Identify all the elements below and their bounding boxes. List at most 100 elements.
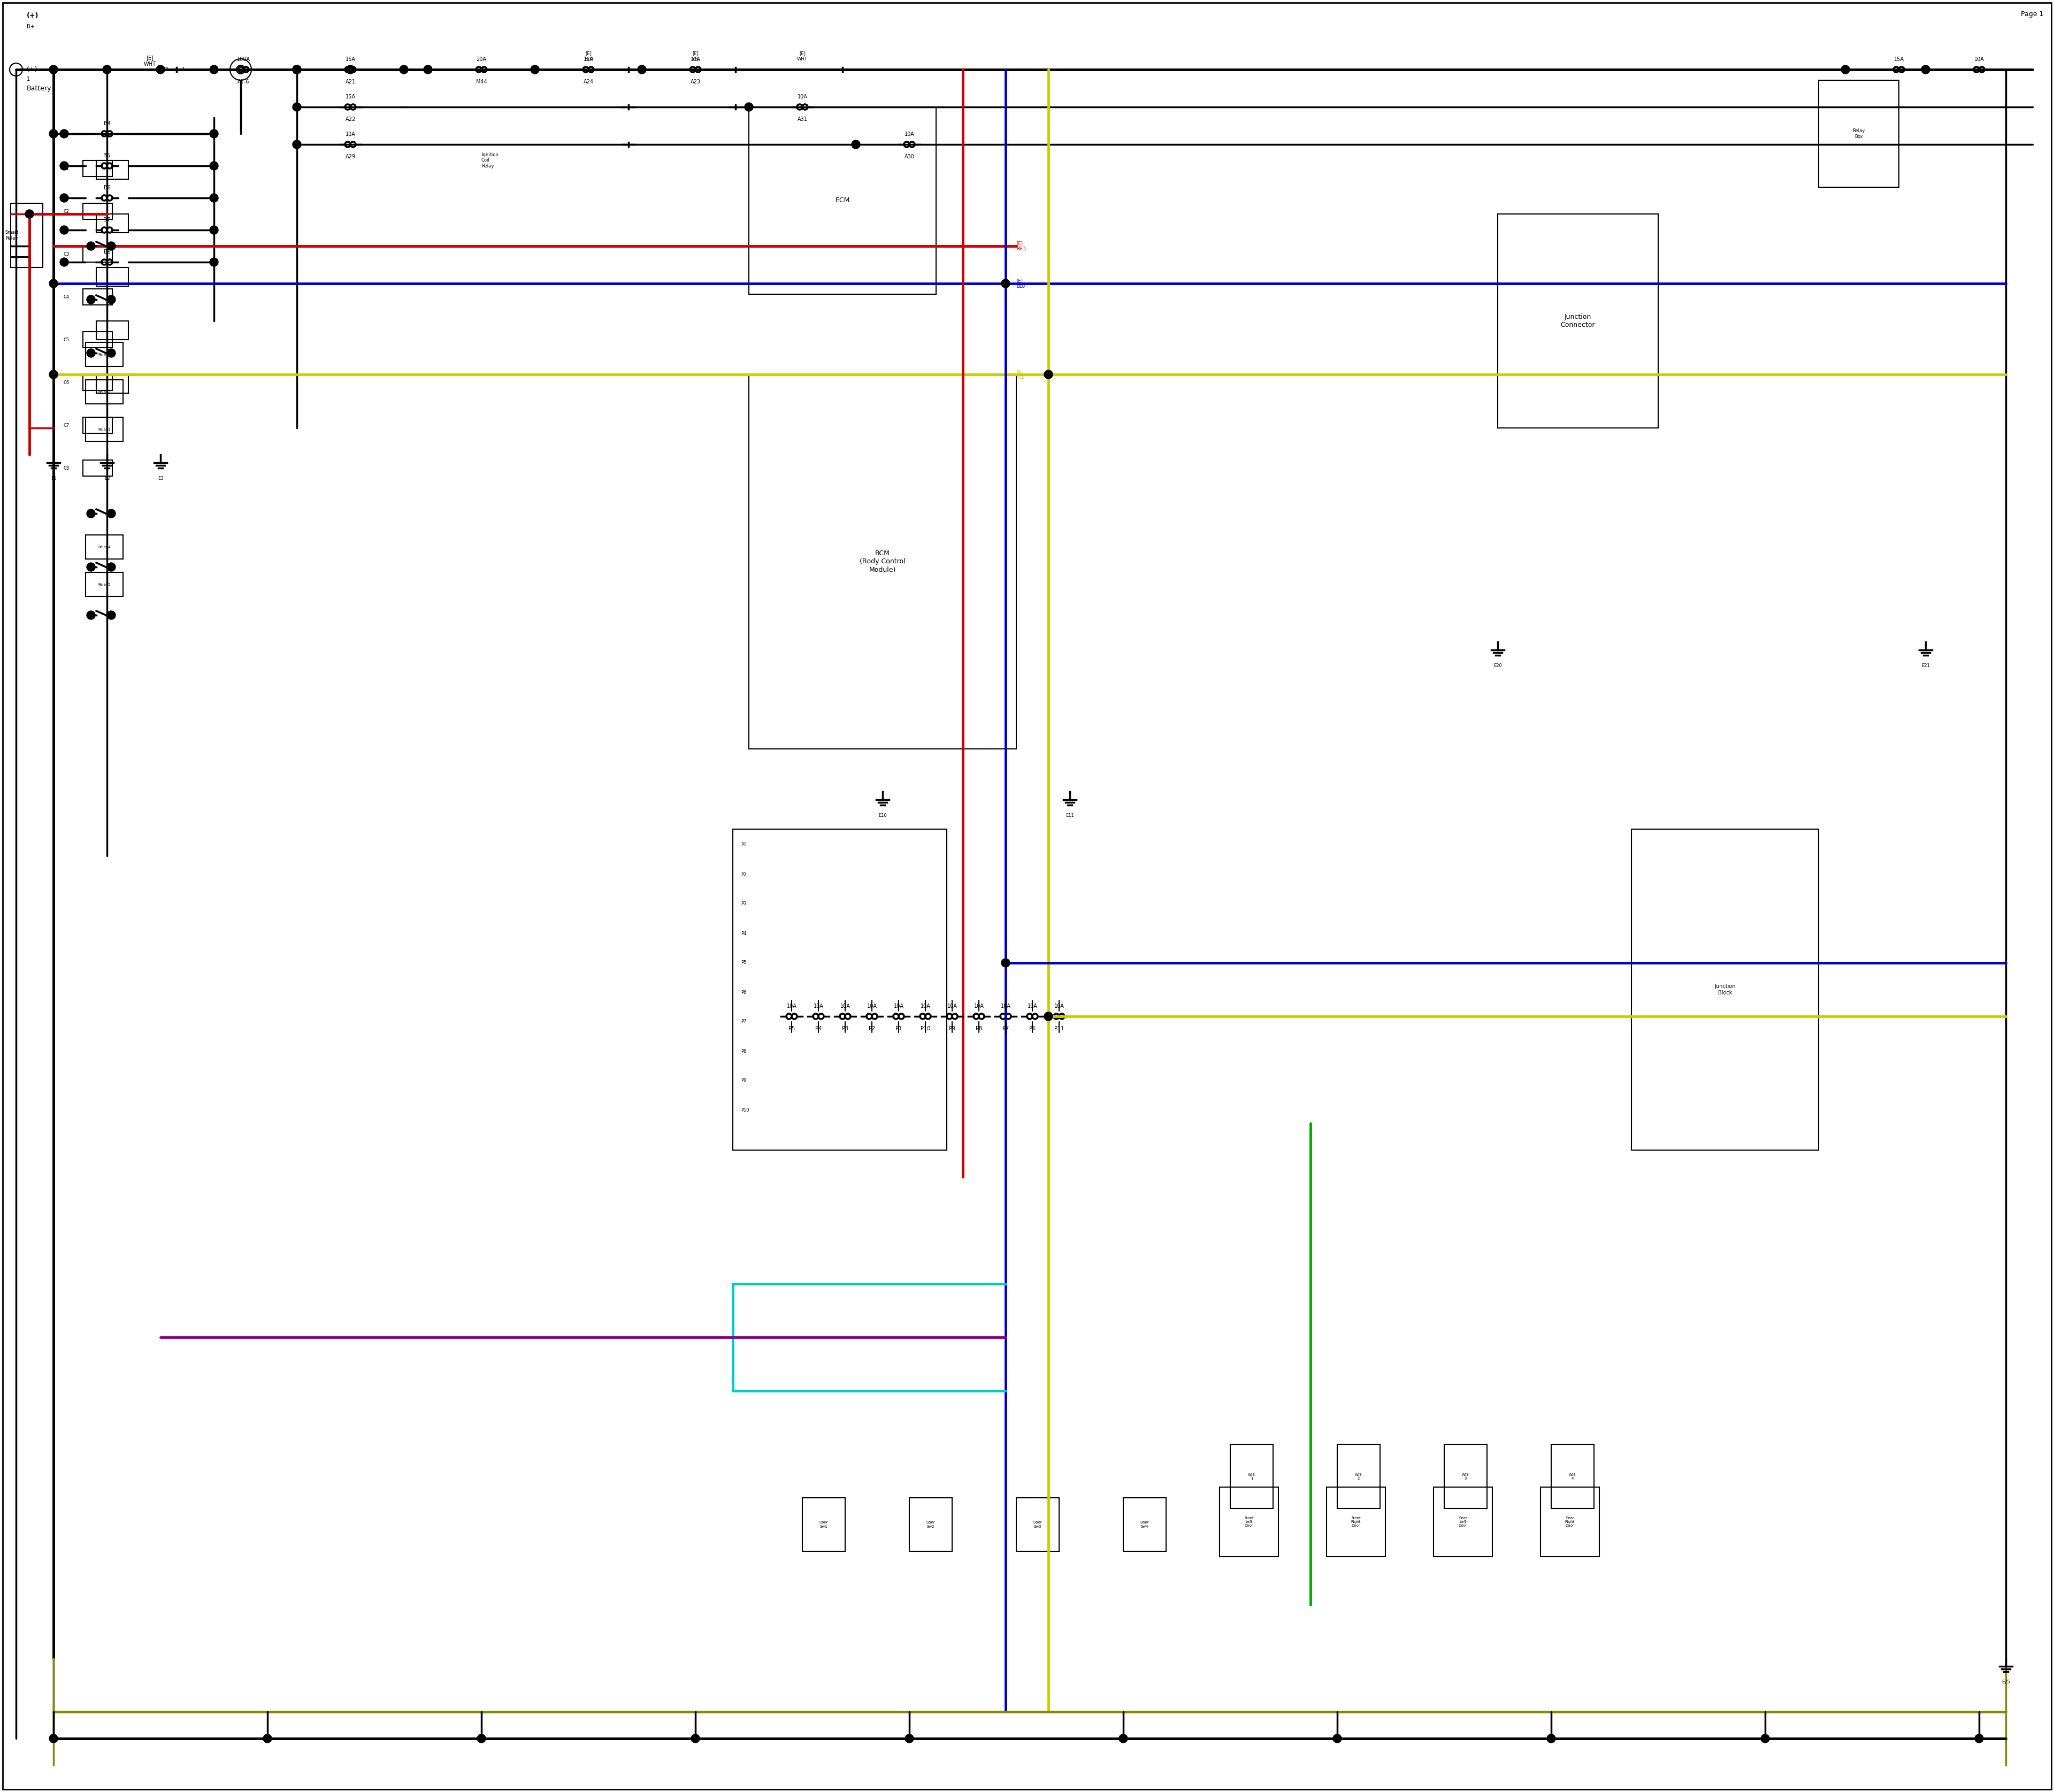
Text: Battery: Battery (27, 84, 51, 91)
Text: P2: P2 (869, 1027, 875, 1032)
Text: Front
Right
Door: Front Right Door (1352, 1516, 1362, 1527)
Text: C6: C6 (64, 380, 70, 385)
Circle shape (86, 242, 94, 251)
Circle shape (86, 509, 94, 518)
Circle shape (1002, 280, 1011, 289)
Text: (+): (+) (27, 66, 37, 73)
Bar (97, 267, 127, 287)
Text: 20A: 20A (477, 57, 487, 63)
Text: P3: P3 (741, 901, 746, 907)
Text: E21: E21 (1920, 663, 1931, 668)
Bar (733, 830, 947, 1150)
Circle shape (292, 140, 302, 149)
Bar (97, 161, 127, 179)
Text: Rear
Right
Door: Rear Right Door (1565, 1516, 1575, 1527)
Circle shape (60, 258, 68, 267)
Circle shape (107, 563, 115, 572)
Bar (82, 332, 113, 348)
Text: Rear
Left
Door: Rear Left Door (1458, 1516, 1467, 1527)
Text: 10A: 10A (1027, 1004, 1037, 1009)
Text: 15A: 15A (345, 57, 355, 63)
Text: P5: P5 (789, 1027, 795, 1032)
Text: P1: P1 (896, 1027, 902, 1032)
Text: W/S
3: W/S 3 (1462, 1473, 1469, 1480)
Text: Door
Sw3: Door Sw3 (1033, 1521, 1041, 1529)
Text: 10A: 10A (345, 131, 355, 136)
Bar (86, 342, 123, 366)
Text: 10A: 10A (893, 1004, 904, 1009)
Circle shape (210, 65, 218, 73)
Bar (1230, 1444, 1273, 1509)
Text: P8: P8 (976, 1027, 982, 1032)
Text: Relay1: Relay1 (99, 353, 111, 357)
Text: 10A: 10A (920, 1004, 930, 1009)
Bar (803, 1498, 844, 1552)
Circle shape (49, 129, 58, 138)
Text: Relay4: Relay4 (99, 545, 111, 548)
Text: 10A: 10A (947, 1004, 957, 1009)
Circle shape (86, 563, 94, 572)
Circle shape (1119, 1735, 1128, 1744)
Text: E3: E3 (158, 477, 164, 480)
Text: T1: T1 (162, 66, 168, 72)
Bar (82, 418, 113, 434)
Text: C5: C5 (64, 337, 70, 342)
Text: E1: E1 (51, 477, 55, 480)
Bar (1540, 1487, 1600, 1557)
Bar (86, 572, 123, 597)
Circle shape (210, 194, 218, 202)
Circle shape (60, 194, 68, 202)
Text: P1: P1 (741, 842, 746, 848)
Circle shape (210, 258, 218, 267)
Text: Smart
Relay: Smart Relay (6, 229, 18, 240)
Text: Junction
Connector: Junction Connector (1561, 314, 1596, 328)
Text: 10A: 10A (690, 57, 700, 63)
Bar (82, 461, 113, 477)
Text: P5: P5 (741, 961, 746, 966)
Text: Front
Left
Door: Front Left Door (1245, 1516, 1253, 1527)
Bar (1497, 213, 1658, 428)
Text: 10A: 10A (867, 1004, 877, 1009)
Text: E11: E11 (1066, 814, 1074, 817)
Text: 10A: 10A (974, 1004, 984, 1009)
Bar (86, 418, 123, 441)
Circle shape (1043, 1012, 1052, 1021)
Text: 15A: 15A (583, 57, 594, 63)
Circle shape (292, 65, 302, 73)
Text: Ignition
Coil
Relay: Ignition Coil Relay (481, 152, 499, 168)
Bar (82, 202, 113, 219)
Text: WHT: WHT (144, 61, 156, 66)
Text: Door
Sw4: Door Sw4 (1140, 1521, 1148, 1529)
Text: W/S
1: W/S 1 (1249, 1473, 1255, 1480)
Text: Door
Sw2: Door Sw2 (926, 1521, 935, 1529)
Text: [E]: [E] (146, 56, 154, 61)
Text: A29: A29 (345, 154, 355, 159)
Bar (82, 375, 113, 391)
Text: B+: B+ (27, 23, 35, 29)
Text: [E]
BLU: [E] BLU (583, 52, 594, 61)
Text: [E]
RED: [E] RED (1017, 240, 1025, 251)
Text: P4: P4 (815, 1027, 822, 1032)
Bar (86, 536, 123, 559)
Text: C8: C8 (64, 466, 70, 471)
Text: B6: B6 (103, 185, 111, 190)
Circle shape (744, 102, 754, 111)
Text: [E]
YEL: [E] YEL (1017, 369, 1025, 380)
Text: P3: P3 (842, 1027, 848, 1032)
Circle shape (49, 65, 58, 73)
Bar (82, 246, 113, 262)
Text: 15A: 15A (1894, 57, 1904, 63)
Circle shape (107, 349, 115, 357)
Circle shape (49, 1735, 58, 1744)
Text: B4: B4 (103, 120, 111, 125)
Circle shape (1974, 1735, 1984, 1744)
Text: C2: C2 (64, 210, 70, 213)
Circle shape (1547, 1735, 1555, 1744)
Text: Junction
Block: Junction Block (1715, 984, 1736, 995)
Circle shape (86, 296, 94, 305)
Text: P6: P6 (1029, 1027, 1035, 1032)
Bar (1220, 1487, 1278, 1557)
Text: Relay
Box: Relay Box (1853, 129, 1865, 140)
Text: 10A: 10A (797, 95, 807, 100)
Bar (97, 213, 127, 233)
